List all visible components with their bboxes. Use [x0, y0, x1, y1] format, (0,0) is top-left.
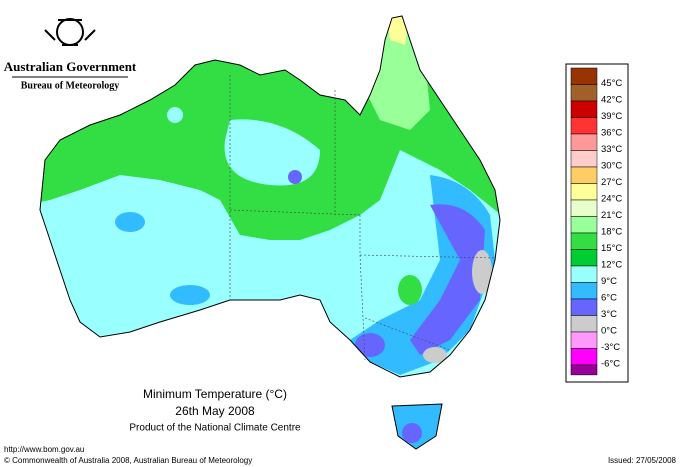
- legend-swatch: [570, 232, 598, 250]
- legend-swatch: [570, 183, 598, 201]
- legend-label: 42°C: [601, 95, 622, 106]
- bureau-name: Bureau of Meteorology: [21, 80, 120, 91]
- legend-swatch: [570, 265, 598, 283]
- legend-label: -3°C: [601, 342, 620, 353]
- legend-swatch: [570, 249, 598, 267]
- legend-swatch: [570, 315, 598, 333]
- legend-swatch: [570, 84, 598, 102]
- map-title: Minimum Temperature (°C): [143, 387, 287, 401]
- legend-swatch: [570, 298, 598, 316]
- legend-swatch: [570, 117, 598, 135]
- legend-label: 21°C: [601, 210, 622, 221]
- government-name: Australian Government: [4, 59, 137, 74]
- legend-label: 30°C: [601, 161, 622, 172]
- legend-label: 33°C: [601, 144, 622, 155]
- coastline: [39, 15, 501, 450]
- crest: [44, 18, 96, 46]
- legend-label: 12°C: [601, 260, 622, 271]
- legend-swatch: [570, 216, 598, 234]
- legend-label: 45°C: [601, 78, 622, 89]
- legend-swatch: [570, 150, 598, 168]
- legend-label: 3°C: [601, 309, 617, 320]
- legend-swatch: [570, 364, 598, 376]
- legend: 45°C 42°C 39°C 36°C 33°C 30°C 27°C 24°C 21°C 18°C…: [570, 67, 622, 376]
- legend-label: 0°C: [601, 326, 617, 337]
- footer-issued: Issued: 27/05/2008: [608, 456, 677, 465]
- legend-swatch: [570, 133, 598, 151]
- legend-swatch: [570, 67, 598, 85]
- legend-swatch: [570, 282, 598, 300]
- legend-label: 27°C: [601, 177, 622, 188]
- footer-copyright: © Commonwealth of Australia 2008, Austra…: [4, 456, 252, 465]
- legend-swatch: [570, 199, 598, 217]
- map-product: Product of the National Climate Centre: [129, 423, 301, 434]
- footer-url: http://www.bom.gov.au: [4, 445, 84, 454]
- legend-swatch: [570, 348, 598, 366]
- legend-swatch: [570, 331, 598, 349]
- legend-label: 18°C: [601, 227, 622, 238]
- legend-swatch: [570, 166, 598, 184]
- legend-swatch: [570, 100, 598, 118]
- legend-label: 9°C: [601, 276, 617, 287]
- legend-label: 15°C: [601, 243, 622, 254]
- legend-label: 39°C: [601, 111, 622, 122]
- legend-label: 6°C: [601, 293, 617, 304]
- map-date: 26th May 2008: [175, 404, 255, 418]
- legend-label: -6°C: [601, 359, 620, 370]
- legend-label: 36°C: [601, 128, 622, 139]
- state-borders: [229, 75, 496, 361]
- legend-label: 24°C: [601, 194, 622, 205]
